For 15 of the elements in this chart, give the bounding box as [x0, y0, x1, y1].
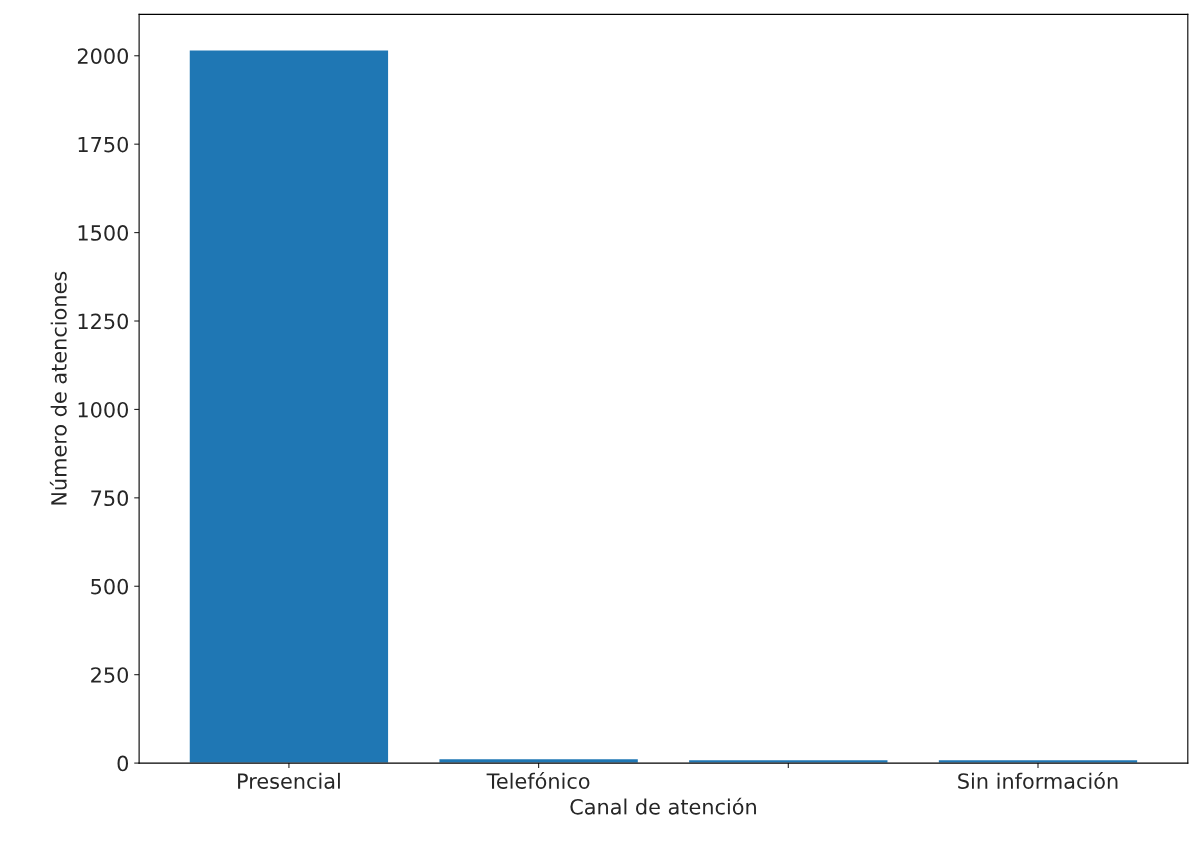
- y-tick-label: 0: [117, 755, 129, 772]
- x-tick-label: Presencial: [238, 772, 340, 789]
- x-axis-title: Canal de atención: [570, 797, 756, 815]
- y-tick-label: 750: [91, 490, 129, 507]
- y-tick-label: 1750: [78, 136, 129, 153]
- bar: [188, 49, 390, 764]
- y-tick-label: 250: [91, 667, 129, 683]
- y-tick-label: 1000: [78, 401, 129, 418]
- x-tick-label: Telefónico: [486, 771, 590, 789]
- y-tick-label: 500: [91, 578, 129, 595]
- x-tick-label: Sin información: [958, 771, 1118, 789]
- y-tick-label: 1250: [78, 313, 129, 330]
- y-tick-label: 1500: [78, 225, 129, 241]
- y-axis-title: Número de atenciones: [49, 271, 67, 505]
- y-tick-label: 2000: [77, 48, 129, 64]
